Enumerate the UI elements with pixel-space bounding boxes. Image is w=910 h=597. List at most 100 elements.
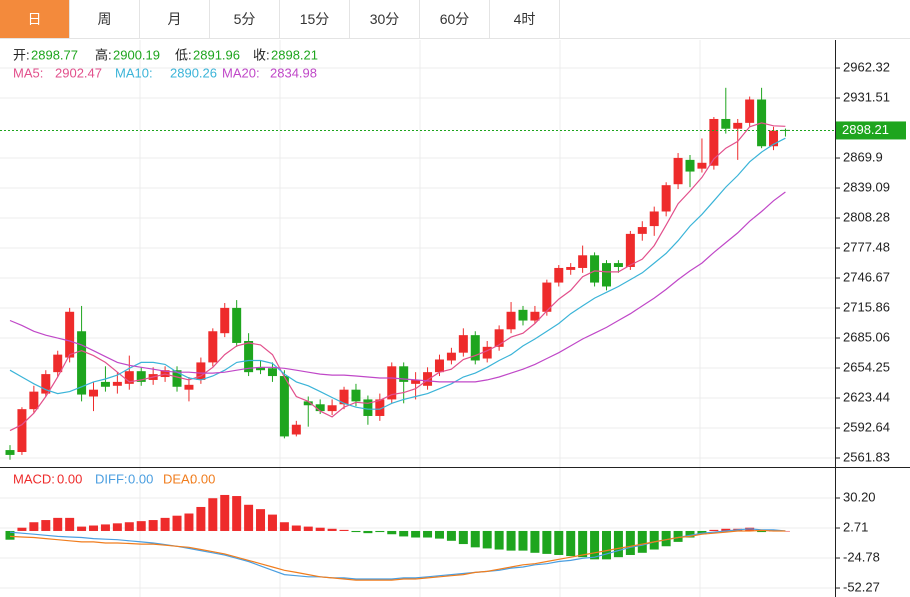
- ma-label: MA10:: [115, 65, 153, 80]
- candle-body: [554, 267, 564, 283]
- macd-bar: [757, 530, 767, 533]
- candle-body: [112, 381, 122, 386]
- ma-label: MA20:: [222, 65, 260, 80]
- ohlc-label: 开:: [13, 47, 30, 62]
- candle-body: [327, 405, 337, 412]
- candle-body: [291, 424, 301, 435]
- y-tick-label: 2.71: [843, 519, 868, 534]
- macd-bar: [339, 529, 349, 531]
- macd-series-label: DIFF:: [95, 471, 128, 486]
- period-tab[interactable]: 月: [140, 0, 210, 38]
- candle-body: [697, 162, 707, 169]
- candle-body: [29, 391, 39, 410]
- y-tick-label: 2746.67: [843, 269, 890, 284]
- ma-line: [9, 122, 786, 432]
- macd-bar: [100, 524, 110, 531]
- candle-body: [339, 389, 349, 405]
- macd-bar: [208, 498, 218, 531]
- macd-bar: [399, 530, 409, 537]
- period-tab[interactable]: 60分: [420, 0, 490, 38]
- ohlc-label: 高:: [95, 47, 112, 62]
- macd-bar: [279, 522, 289, 531]
- macd-bar: [542, 530, 552, 554]
- ma-label: MA5:: [13, 65, 43, 80]
- ohlc-value: 2891.96: [193, 47, 240, 62]
- macd-bar: [267, 514, 277, 531]
- macd-bar: [29, 522, 39, 531]
- period-tab[interactable]: 15分: [280, 0, 350, 38]
- macd-bar: [590, 530, 600, 560]
- macd-bar: [434, 530, 444, 539]
- candle-body: [661, 185, 671, 212]
- ma-value: 2834.98: [270, 65, 317, 80]
- ma-value: 2890.26: [170, 65, 217, 80]
- y-tick-label: 2962.32: [843, 59, 890, 74]
- candle-body: [506, 311, 516, 330]
- y-tick-label: 2685.06: [843, 329, 890, 344]
- candle-body: [279, 376, 289, 437]
- macd-bar: [256, 509, 266, 531]
- candle-body: [399, 366, 409, 382]
- period-tab[interactable]: 日: [0, 0, 70, 38]
- candle-body: [267, 368, 277, 377]
- candle-body: [625, 233, 635, 267]
- candle-body: [5, 450, 15, 455]
- candle-body: [220, 307, 230, 334]
- candle-body: [530, 311, 540, 321]
- period-tab[interactable]: 30分: [350, 0, 420, 38]
- candle-body: [494, 329, 504, 347]
- candle-body: [351, 389, 361, 402]
- macd-bar: [196, 506, 206, 531]
- candle-body: [77, 331, 87, 395]
- macd-bar: [637, 530, 647, 553]
- ma-value: 2902.47: [55, 65, 102, 80]
- ma-line: [9, 137, 786, 410]
- macd-bar: [244, 504, 254, 531]
- macd-bar: [578, 530, 588, 558]
- y-tick-label: 2777.48: [843, 239, 890, 254]
- macd-bar: [661, 530, 671, 547]
- macd-bar: [220, 494, 230, 531]
- candle-body: [769, 130, 779, 147]
- period-tab[interactable]: 5分: [210, 0, 280, 38]
- macd-bar: [375, 530, 385, 533]
- ma-line: [9, 191, 786, 383]
- y-tick-label: 2869.9: [843, 149, 883, 164]
- ohlc-label: 收:: [253, 47, 270, 62]
- candle-body: [602, 263, 611, 287]
- y-tick-label: -52.27: [843, 579, 880, 594]
- macd-bar: [709, 529, 719, 531]
- candle-body: [482, 346, 492, 359]
- macd-series-value: 0.00: [128, 471, 153, 486]
- candle-body: [423, 372, 433, 386]
- last-price-box: [836, 121, 906, 140]
- macd-bar: [363, 530, 373, 534]
- macd-bar: [148, 520, 158, 531]
- candle-body: [745, 99, 755, 123]
- candle-body: [673, 157, 683, 185]
- macd-bar: [506, 530, 516, 551]
- macd-bar: [5, 530, 15, 540]
- candle-body: [590, 255, 600, 283]
- period-tabs: 日周月 5分 15分 30分 60分 4时: [0, 0, 910, 39]
- period-tab[interactable]: 周: [70, 0, 140, 38]
- macd-bar: [673, 530, 683, 542]
- candle-body: [363, 399, 373, 416]
- candle-body: [375, 399, 385, 416]
- candle-body: [578, 255, 588, 268]
- macd-series-label: DEA:: [163, 471, 193, 486]
- period-tab[interactable]: 4时: [490, 0, 560, 38]
- macd-bar: [446, 530, 456, 541]
- candle-body: [100, 381, 110, 387]
- ohlc-label: 低:: [175, 47, 192, 62]
- y-tick-label: 2561.83: [843, 449, 890, 464]
- candle-body: [733, 122, 743, 129]
- macd-bar: [411, 530, 421, 538]
- candle-body: [637, 227, 647, 234]
- macd-bar: [291, 525, 301, 531]
- candle-body: [89, 389, 99, 397]
- macd-bar: [423, 530, 433, 538]
- candle-body: [303, 401, 313, 406]
- macd-bar: [232, 496, 242, 531]
